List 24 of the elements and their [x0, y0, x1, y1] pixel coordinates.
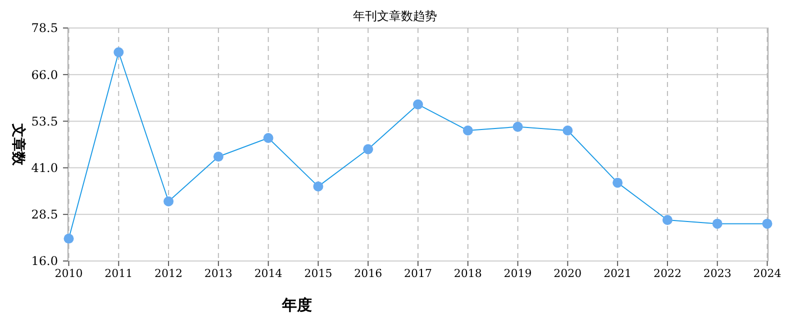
x-tick-label: 2017 — [404, 267, 432, 280]
x-tick-label: 2022 — [653, 267, 682, 280]
y-tick-label: 28.5 — [31, 208, 58, 222]
x-tick-label: 2018 — [454, 267, 482, 280]
x-tick-label: 2010 — [54, 267, 83, 280]
x-tick-label: 2012 — [154, 267, 183, 280]
x-tick-label: 2013 — [204, 267, 232, 280]
x-tick-label: 2014 — [254, 267, 282, 280]
x-tick-label: 2019 — [504, 267, 532, 280]
y-tick-label: 78.5 — [31, 21, 58, 36]
y-tick-label: 53.5 — [31, 114, 58, 128]
x-axis-title: 年度 — [281, 296, 312, 314]
x-tick-label: 2021 — [604, 267, 632, 280]
x-tick-label: 2024 — [753, 267, 782, 280]
x-tick-label: 2023 — [703, 267, 732, 280]
y-axis-title: 文章数 — [10, 122, 27, 166]
y-tick-label: 41.0 — [31, 161, 58, 175]
x-tick-label: 2020 — [554, 267, 582, 280]
x-tick-label: 2011 — [104, 267, 133, 280]
y-tick-label: 16.0 — [31, 254, 58, 268]
y-tick-label: 66.0 — [31, 68, 58, 82]
x-tick-label: 2016 — [354, 267, 382, 280]
x-tick-label: 2015 — [304, 267, 332, 280]
chart-title: 年刊文章数趋势 — [353, 9, 437, 23]
